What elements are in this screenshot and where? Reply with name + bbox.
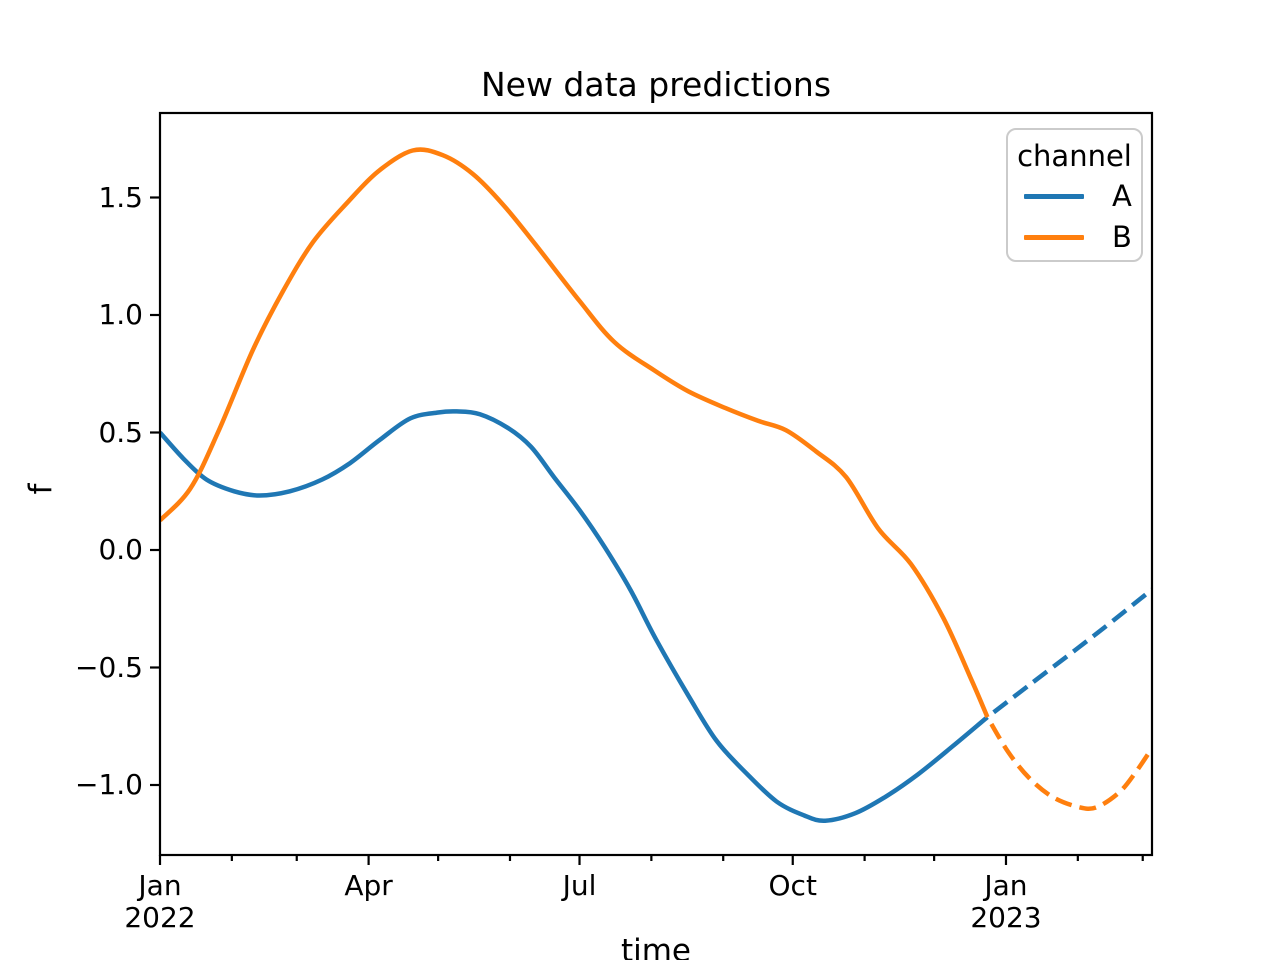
y-axis-label: f xyxy=(23,483,59,495)
y-tick-label: 1.0 xyxy=(98,298,143,331)
chart-title: New data predictions xyxy=(480,65,832,104)
x-tick-label: Oct xyxy=(723,870,863,902)
legend: channel A B xyxy=(1006,128,1143,262)
x-tick-month: Jan xyxy=(984,869,1028,902)
series-B-observed-line xyxy=(160,147,990,718)
x-tick-year: 2023 xyxy=(970,901,1042,934)
x-tick-month: Oct xyxy=(768,869,817,902)
x-tick-label: Apr xyxy=(299,870,439,902)
y-tick-label: −0.5 xyxy=(75,650,143,684)
y-tick-label: 0.0 xyxy=(98,533,143,566)
curves xyxy=(160,147,1152,823)
x-tick-month: Jul xyxy=(562,869,597,902)
tick-marks xyxy=(150,196,1144,865)
legend-entry-a: A xyxy=(1024,180,1132,212)
legend-entry-label-a: A xyxy=(1112,179,1132,213)
y-tick-label: −1.0 xyxy=(75,768,143,801)
x-tick-label: Jan 2022 xyxy=(90,870,230,934)
y-tick-label: 0.5 xyxy=(98,415,143,449)
series-B-predicted-line xyxy=(985,715,1152,811)
series-A-observed-line xyxy=(160,409,989,823)
legend-line-sample-b xyxy=(1024,234,1084,240)
legend-title: channel xyxy=(1017,139,1132,173)
x-tick-month: Apr xyxy=(344,869,393,902)
series-A-predicted-line xyxy=(986,587,1152,719)
y-tick-label: 1.5 xyxy=(98,180,143,214)
legend-entry-label-b: B xyxy=(1112,220,1132,254)
x-tick-label: Jan 2023 xyxy=(936,870,1076,934)
axes-frame xyxy=(158,111,1154,857)
x-tick-month: Jan xyxy=(138,869,182,902)
x-tick-year: 2022 xyxy=(124,901,196,934)
x-axis-label: time xyxy=(620,933,692,960)
legend-line-sample-a xyxy=(1024,193,1084,199)
x-tick-label: Jul xyxy=(510,870,650,902)
legend-entry-b: B xyxy=(1024,221,1132,253)
